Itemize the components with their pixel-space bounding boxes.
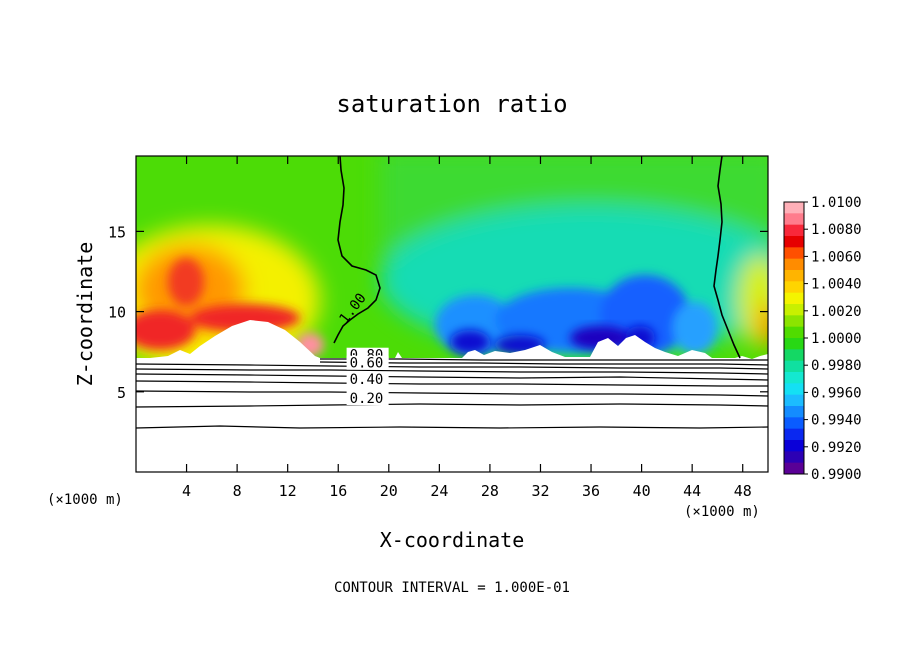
colorbar-label-2: 1.0060 — [811, 249, 862, 265]
x-tick-label-3: 16 — [329, 482, 347, 500]
x-tick-label-0: 4 — [182, 482, 191, 500]
x-tick-label-2: 12 — [279, 482, 297, 500]
contour-line-0-30 — [135, 390, 769, 397]
contour-line-0-10 — [135, 425, 769, 429]
contour-line-0-40 — [135, 380, 768, 387]
colorbar-segment-6 — [784, 270, 804, 282]
contour-line-1-00-left — [333, 155, 381, 344]
colorbar-segment-2 — [784, 224, 804, 237]
y-tick-label-0: 5 — [117, 384, 126, 402]
y-tick-label-2: 15 — [108, 223, 126, 241]
colorbar-segment-0 — [784, 202, 804, 214]
colorbar-segment-17 — [784, 394, 804, 407]
chart-title: saturation ratio — [336, 90, 567, 118]
field-red-core — [168, 258, 204, 306]
contour-line-0-60-a — [135, 363, 769, 370]
colorbar-segment-11 — [784, 326, 804, 339]
colorbar-segment-10 — [784, 315, 804, 328]
x-tick-label-10: 44 — [683, 482, 701, 500]
colorbar-label-6: 0.9980 — [811, 358, 862, 374]
contour-label-bg-2 — [346, 355, 389, 370]
x-tick-label-4: 20 — [380, 482, 398, 500]
contour-label-bg-3 — [346, 371, 389, 386]
colorbar-label-8: 0.9940 — [811, 413, 862, 429]
y-axis-label: Z-coordinate — [73, 242, 97, 387]
x-unit-left-label: (×1000 m) — [47, 492, 123, 508]
x-tick-label-11: 48 — [734, 482, 752, 500]
x-tick-label-6: 28 — [481, 482, 499, 500]
colorbar-label-3: 1.0040 — [811, 277, 862, 293]
field-red-left — [136, 310, 195, 350]
colorbar-label-9: 0.9920 — [811, 440, 862, 456]
x-tick-label-1: 8 — [233, 482, 242, 500]
colorbar-label-1: 1.0080 — [811, 222, 862, 238]
footer-contour-interval: CONTOUR INTERVAL = 1.000E-01 — [334, 580, 570, 596]
colorbar-label-10: 0.9900 — [811, 467, 862, 483]
colorbar-segment-23 — [784, 462, 804, 475]
colorbar-segment-14 — [784, 360, 804, 373]
contour-line-0-80 — [320, 358, 768, 361]
colorbar-segment-4 — [784, 247, 804, 260]
field-blue-4 — [673, 302, 717, 354]
x-tick-label-8: 36 — [582, 482, 600, 500]
contour-label-3: 0.40 — [350, 372, 384, 388]
contour-line-0-70 — [319, 361, 769, 366]
colorbar-segment-12 — [784, 338, 804, 350]
contour-label-4: 0.20 — [350, 391, 384, 407]
contour-label-bg-4 — [346, 391, 389, 406]
colorbar-segment-1 — [784, 213, 804, 226]
heatmap-field — [136, 156, 768, 472]
colorbar-label-5: 1.0000 — [811, 331, 862, 347]
colorbar-segment-22 — [784, 451, 804, 464]
field-right-orange-edge — [758, 303, 768, 347]
contour-line-0-60-b — [135, 368, 769, 375]
colorbar-label-7: 0.9960 — [811, 385, 862, 401]
colorbar-segment-16 — [784, 383, 804, 396]
terrain-mask — [136, 320, 768, 472]
colorbar-label-0: 1.0100 — [811, 195, 862, 211]
colorbar-label-4: 1.0020 — [811, 304, 862, 320]
colorbar-segment-20 — [784, 428, 804, 441]
field-navy-1 — [450, 330, 490, 354]
colorbar-segment-5 — [784, 258, 804, 271]
x-tick-label-7: 32 — [531, 482, 549, 500]
colorbar-segment-21 — [784, 440, 804, 452]
colorbar-segment-8 — [784, 292, 804, 305]
x-tick-label-9: 40 — [633, 482, 651, 500]
colorbar-segment-19 — [784, 417, 804, 430]
contour-line-0-20 — [135, 403, 769, 408]
colorbar: 1.0100 1.0080 1.0060 1.0040 1.0020 1.0000 0.99… — [783, 195, 862, 483]
x-unit-right-label: (×1000 m) — [684, 504, 760, 520]
x-tick-label-5: 24 — [430, 482, 448, 500]
contour-line-0-50 — [135, 373, 769, 381]
colorbar-segment-9 — [784, 304, 804, 316]
plot-frame — [135, 155, 769, 473]
colorbar-segment-3 — [784, 236, 804, 248]
y-tick-label-1: 10 — [108, 304, 126, 322]
colorbar-segment-13 — [784, 349, 804, 362]
x-axis-label: X-coordinate — [380, 528, 525, 552]
contour-line-1-00-right — [713, 155, 741, 359]
contour-lines — [135, 155, 769, 429]
colorbar-segment-18 — [784, 406, 804, 418]
colorbar-segment-7 — [784, 281, 804, 294]
contour-label-2: 0.60 — [350, 356, 384, 372]
colorbar-segment-15 — [784, 372, 804, 384]
